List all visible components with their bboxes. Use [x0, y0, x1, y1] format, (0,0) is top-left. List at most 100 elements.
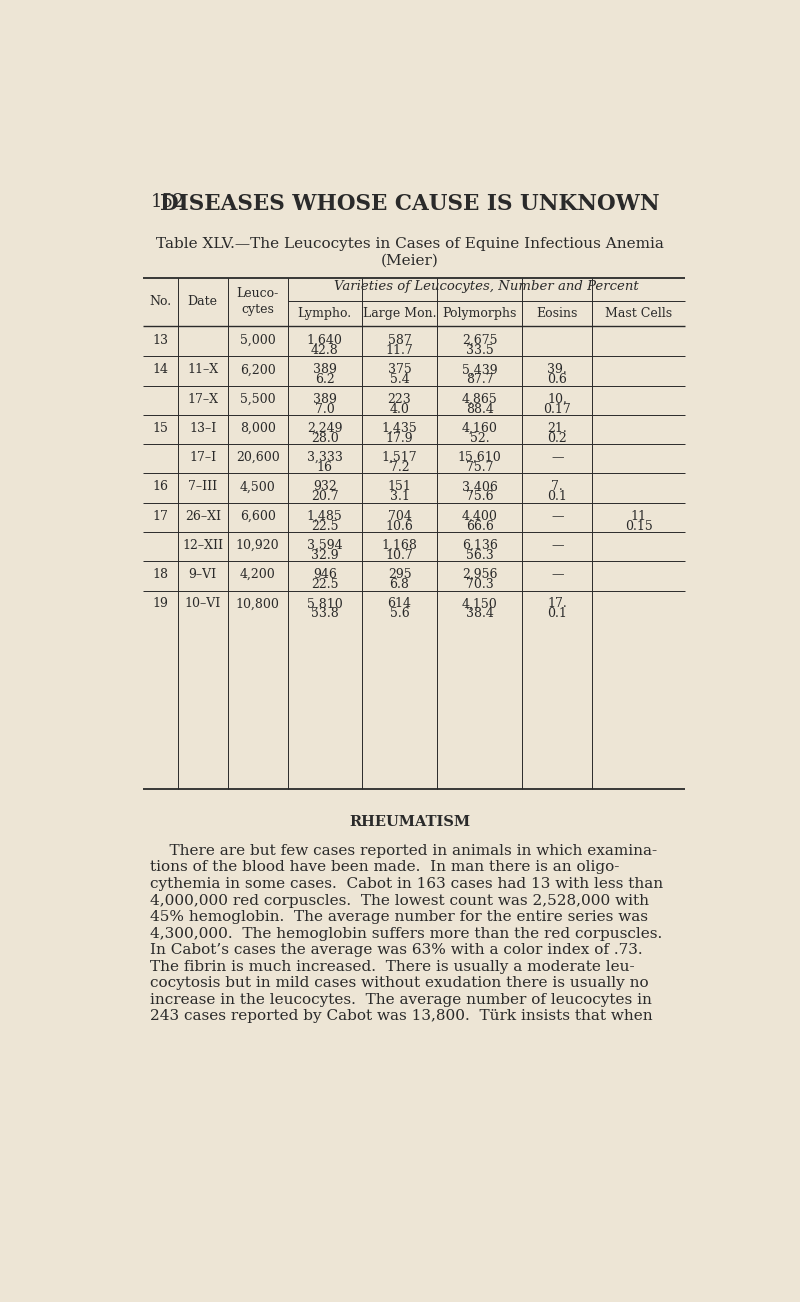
Text: 13: 13 — [152, 335, 168, 348]
Text: 10,920: 10,920 — [236, 539, 279, 552]
Text: 7.: 7. — [551, 480, 563, 493]
Text: 70.3: 70.3 — [466, 578, 494, 591]
Text: 4,150: 4,150 — [462, 598, 498, 611]
Text: 42.8: 42.8 — [311, 344, 338, 357]
Text: 5,000: 5,000 — [240, 335, 275, 348]
Text: 0.15: 0.15 — [625, 519, 653, 533]
Text: Date: Date — [188, 296, 218, 309]
Text: 20,600: 20,600 — [236, 452, 279, 464]
Text: 19: 19 — [152, 598, 168, 611]
Text: 4,300,000.  The hemoglobin suffers more than the red corpuscles.: 4,300,000. The hemoglobin suffers more t… — [150, 927, 662, 940]
Text: 5.4: 5.4 — [390, 374, 410, 387]
Text: 10.: 10. — [547, 393, 567, 406]
Text: 7.0: 7.0 — [315, 402, 334, 415]
Text: Polymorphs: Polymorphs — [442, 307, 517, 320]
Text: 4,865: 4,865 — [462, 393, 498, 406]
Text: 9–VI: 9–VI — [189, 568, 217, 581]
Text: 17.9: 17.9 — [386, 432, 414, 445]
Text: 5.6: 5.6 — [390, 608, 410, 621]
Text: 3,594: 3,594 — [307, 539, 342, 552]
Text: 389: 389 — [313, 363, 337, 376]
Text: —: — — [551, 568, 563, 581]
Text: 18: 18 — [152, 568, 168, 581]
Text: cocytosis but in mild cases without exudation there is usually no: cocytosis but in mild cases without exud… — [150, 976, 649, 991]
Text: 6.2: 6.2 — [315, 374, 334, 387]
Text: 17: 17 — [152, 509, 168, 522]
Text: 3.1: 3.1 — [390, 491, 410, 504]
Text: Varieties of Leucocytes, Number and Percent: Varieties of Leucocytes, Number and Perc… — [334, 280, 638, 293]
Text: 389: 389 — [313, 393, 337, 406]
Text: 2,675: 2,675 — [462, 335, 498, 348]
Text: 0.17: 0.17 — [543, 402, 571, 415]
Text: 32.9: 32.9 — [311, 549, 338, 562]
Text: 2,249: 2,249 — [307, 422, 342, 435]
Text: 375: 375 — [388, 363, 411, 376]
Text: 0.1: 0.1 — [547, 608, 567, 621]
Text: 1,485: 1,485 — [307, 509, 342, 522]
Text: 152: 152 — [150, 193, 185, 211]
Text: 17–I: 17–I — [189, 452, 216, 464]
Text: 3,333: 3,333 — [307, 452, 342, 464]
Text: 5,810: 5,810 — [307, 598, 342, 611]
Text: 223: 223 — [388, 393, 411, 406]
Text: 4,500: 4,500 — [240, 480, 275, 493]
Text: —: — — [551, 539, 563, 552]
Text: —: — — [551, 509, 563, 522]
Text: 4,000,000 red corpuscles.  The lowest count was 2,528,000 with: 4,000,000 red corpuscles. The lowest cou… — [150, 893, 650, 907]
Text: 88.4: 88.4 — [466, 402, 494, 415]
Text: 11.7: 11.7 — [386, 344, 414, 357]
Text: DISEASES WHOSE CAUSE IS UNKNOWN: DISEASES WHOSE CAUSE IS UNKNOWN — [160, 193, 660, 215]
Text: 10.7: 10.7 — [386, 549, 414, 562]
Text: 1,517: 1,517 — [382, 452, 418, 464]
Text: 16: 16 — [317, 461, 333, 474]
Text: 1,640: 1,640 — [307, 335, 342, 348]
Text: 45% hemoglobin.  The average number for the entire series was: 45% hemoglobin. The average number for t… — [150, 910, 648, 924]
Text: 1,168: 1,168 — [382, 539, 418, 552]
Text: tions of the blood have been made.  In man there is an oligo-: tions of the blood have been made. In ma… — [150, 861, 620, 875]
Text: Table XLV.—The Leucocytes in Cases of Equine Infectious Anemia: Table XLV.—The Leucocytes in Cases of Eq… — [156, 237, 664, 251]
Text: 56.3: 56.3 — [466, 549, 494, 562]
Text: 20.7: 20.7 — [311, 491, 338, 504]
Text: 22.5: 22.5 — [311, 519, 338, 533]
Text: 0.1: 0.1 — [547, 491, 567, 504]
Text: 15: 15 — [152, 422, 168, 435]
Text: 2,956: 2,956 — [462, 568, 498, 581]
Text: Leuco-
cytes: Leuco- cytes — [237, 288, 279, 316]
Text: 16: 16 — [152, 480, 168, 493]
Text: 6,136: 6,136 — [462, 539, 498, 552]
Text: cythemia in some cases.  Cabot in 163 cases had 13 with less than: cythemia in some cases. Cabot in 163 cas… — [150, 878, 663, 891]
Text: 38.4: 38.4 — [466, 608, 494, 621]
Text: 15,610: 15,610 — [458, 452, 502, 464]
Text: RHEUMATISM: RHEUMATISM — [350, 815, 470, 828]
Text: In Cabot’s cases the average was 63% with a color index of .73.: In Cabot’s cases the average was 63% wit… — [150, 943, 643, 957]
Text: 5,500: 5,500 — [240, 393, 275, 406]
Text: 7.2: 7.2 — [390, 461, 410, 474]
Text: 21.: 21. — [547, 422, 567, 435]
Text: 614: 614 — [387, 598, 411, 611]
Text: 10.6: 10.6 — [386, 519, 414, 533]
Text: 6,600: 6,600 — [240, 509, 276, 522]
Text: 14: 14 — [152, 363, 168, 376]
Text: 26–XI: 26–XI — [185, 509, 221, 522]
Text: 704: 704 — [388, 509, 411, 522]
Text: 243 cases reported by Cabot was 13,800.  Türk insists that when: 243 cases reported by Cabot was 13,800. … — [150, 1009, 653, 1023]
Text: Mast Cells: Mast Cells — [605, 307, 672, 320]
Text: 11: 11 — [630, 509, 646, 522]
Text: 0.6: 0.6 — [547, 374, 567, 387]
Text: 52.: 52. — [470, 432, 490, 445]
Text: 22.5: 22.5 — [311, 578, 338, 591]
Text: 0.2: 0.2 — [547, 432, 567, 445]
Text: 7–III: 7–III — [188, 480, 218, 493]
Text: 587: 587 — [388, 335, 411, 348]
Text: 11–X: 11–X — [187, 363, 218, 376]
Text: 5,439: 5,439 — [462, 363, 498, 376]
Text: —: — — [551, 452, 563, 464]
Text: increase in the leucocytes.  The average number of leucocytes in: increase in the leucocytes. The average … — [150, 993, 652, 1006]
Text: 4.0: 4.0 — [390, 402, 410, 415]
Text: The fibrin is much increased.  There is usually a moderate leu-: The fibrin is much increased. There is u… — [150, 960, 635, 974]
Text: 28.0: 28.0 — [311, 432, 338, 445]
Text: 946: 946 — [313, 568, 337, 581]
Text: 295: 295 — [388, 568, 411, 581]
Text: No.: No. — [149, 296, 171, 309]
Text: 87.7: 87.7 — [466, 374, 494, 387]
